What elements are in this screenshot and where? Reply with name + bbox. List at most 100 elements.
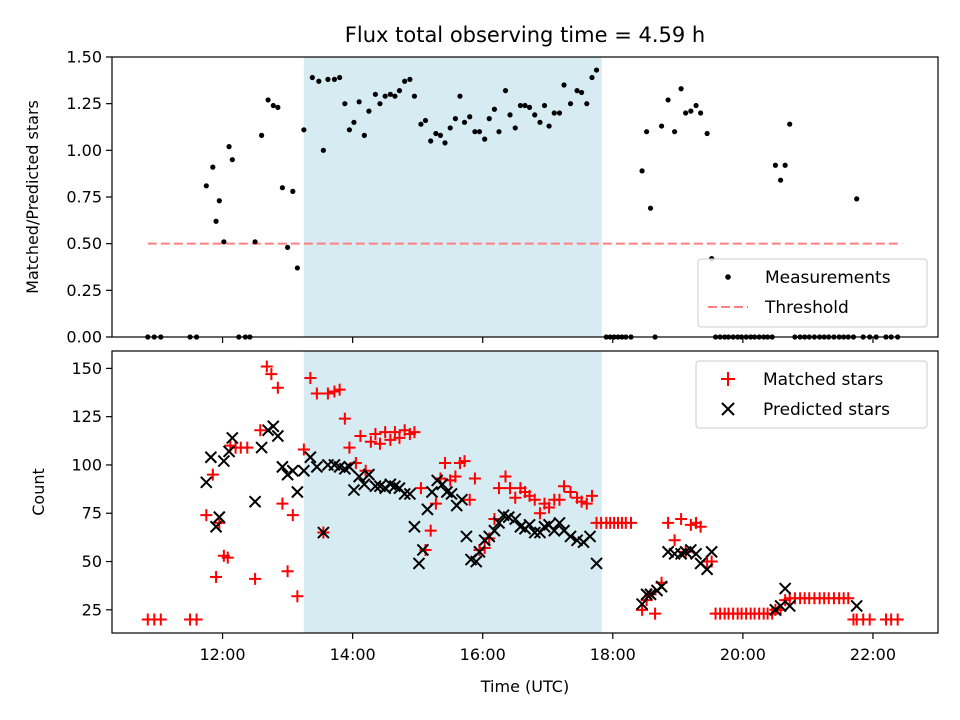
measurement-point [688,108,694,114]
measurement-point [578,89,585,96]
bottom-y-ticks: 25 50 75 100 125 150 [71,359,112,619]
measurement-point [658,123,665,129]
measurement-point [407,76,413,82]
bottom-y-tick-label: 50 [82,552,102,571]
matched-star-point [533,507,546,520]
measurement-point [382,93,388,99]
bottom-y-tick-label: 150 [71,359,102,378]
predicted-star-point [304,451,317,464]
predicted-star-point [689,547,703,561]
measurement-point [252,239,258,245]
top-legend-box [697,258,928,328]
matched-star-point [297,443,310,456]
matched-star-point [265,368,278,381]
predicted-star-point [564,530,577,543]
matched-star-point [558,480,571,493]
measurement-point [372,91,379,97]
legend-measurements-marker [725,274,731,280]
measurement-point [854,196,860,202]
predicted-star-point [445,487,458,501]
matched-star-point [249,572,262,585]
matched-star-point [354,429,367,442]
predicted-star-point [209,520,223,533]
predicted-star-point [317,526,330,539]
predicted-star-point [267,420,280,433]
predicted-star-point [488,524,501,537]
predicted-stars-points [200,420,863,617]
measurement-point [387,91,393,97]
matched-star-point [254,424,267,437]
top-legend: Measurements Threshold [697,258,928,328]
predicted-star-point [343,460,356,474]
measurement-point [325,76,331,82]
measurement-point [671,129,678,135]
measurement-point [647,205,654,211]
measurement-point [457,93,463,99]
matched-star-point [338,412,351,425]
measurement-point [213,218,219,224]
measurement-point [683,110,689,116]
matched-star-point [310,387,323,400]
measurement-point [402,78,408,84]
predicted-star-point [783,599,796,613]
predicted-star-point [460,530,473,543]
measurement-point [589,74,595,81]
predicted-star-point [705,545,718,559]
matched-star-point [468,472,481,485]
predicted-star-point [436,478,449,491]
predicted-star-point [470,555,483,568]
measurement-point [356,99,362,105]
predicted-star-point [310,460,324,474]
measurement-point [294,265,300,271]
measurement-point [698,110,704,116]
predicted-star-point [774,599,787,613]
matched-star-point [276,497,289,510]
measurement-point [221,239,227,245]
predicted-star-point [548,524,561,537]
matched-star-point [499,470,512,483]
measurement-point [229,157,235,163]
matched-star-point [458,455,471,468]
predicted-star-point [509,512,522,526]
matched-star-point [662,516,675,529]
matched-star-point [343,441,356,454]
measurement-point [772,162,779,168]
x-tick-label: 14:00 [330,645,376,664]
measurement-point [556,110,563,116]
predicted-star-point [248,495,262,508]
measurement-point [309,74,315,81]
measurement-point [216,198,222,204]
legend-matched-label: Matched stars [763,370,883,390]
measurement-point [541,102,548,109]
matched-star-point [333,383,346,396]
predicted-star-point [416,543,430,557]
measurement-point [275,104,281,110]
bottom-legend-box [695,360,928,429]
x-tick-label: 18:00 [590,645,636,664]
predicted-star-point [412,557,426,570]
matched-star-point [528,493,541,506]
matched-star-point [200,509,213,522]
predicted-star-point [213,510,226,524]
predicted-star-point [553,516,566,530]
top-y-tick-label: 0.75 [66,188,102,207]
predicted-star-point [583,530,597,543]
measurement-point [639,168,645,174]
predicted-star-point [403,487,417,501]
predicted-star-point [255,441,268,454]
measurement-point [270,102,276,109]
matched-star-point [675,513,688,526]
measurement-point [447,125,453,131]
predicted-star-point [700,563,714,576]
measurement-point [574,88,580,94]
measurement-point [561,82,567,88]
bottom-x-ticks: 12:00 14:00 16:00 18:00 20:00 22:00 [200,633,896,664]
predicted-star-point [492,516,506,530]
predicted-star-point [655,580,668,593]
matched-star-point [694,520,707,533]
predicted-star-point [362,468,376,481]
top-axes-frame [111,56,939,338]
predicted-star-point [528,526,541,539]
measurement-point [491,106,498,112]
